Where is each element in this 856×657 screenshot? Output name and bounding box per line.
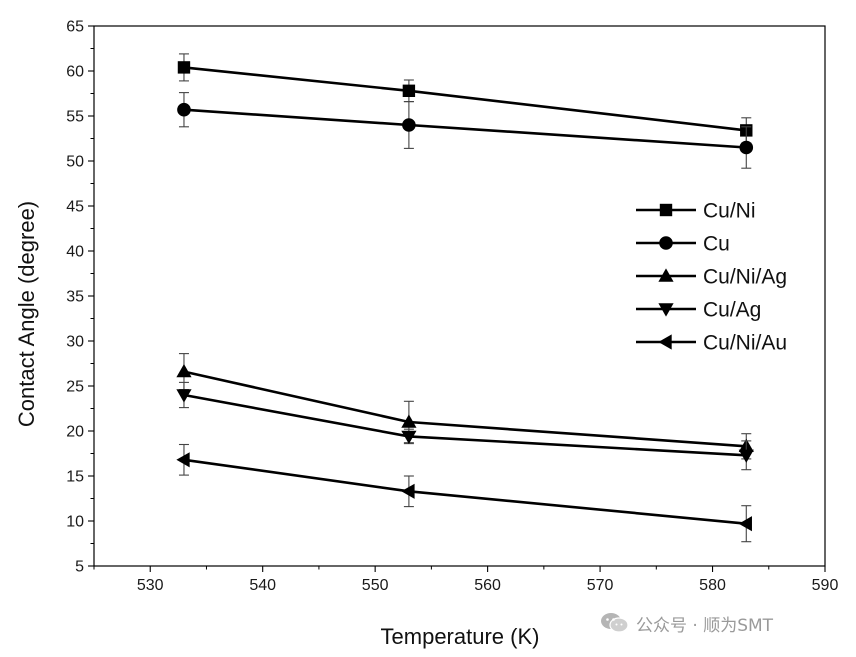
legend: Cu/Ni Cu Cu/Ni/Ag Cu/Ag Cu/Ni/Au — [636, 200, 787, 355]
legend-marker — [659, 203, 673, 217]
y-tick-label: 25 — [66, 379, 84, 396]
data-point — [739, 140, 754, 155]
series-cu-ni-ag — [176, 353, 754, 460]
data-point — [176, 389, 192, 403]
legend-item: Cu/Ni/Ag — [636, 266, 787, 289]
y-tick-label: 50 — [66, 154, 84, 171]
data-point — [401, 430, 417, 444]
data-point — [176, 452, 190, 468]
x-tick-label: 580 — [699, 577, 726, 594]
x-tick-label: 560 — [474, 577, 501, 594]
y-tick-label: 30 — [66, 334, 84, 351]
legend-label: Cu — [703, 233, 730, 256]
x-tick-label: 540 — [249, 577, 276, 594]
data-point — [401, 483, 415, 499]
legend-label: Cu/Ni/Ag — [703, 266, 787, 289]
legend-item: Cu/Ni/Au — [636, 332, 787, 355]
y-tick-label: 65 — [66, 19, 84, 36]
series-line — [183, 458, 747, 525]
x-tick-label: 590 — [812, 577, 839, 594]
y-tick-label: 40 — [66, 244, 84, 261]
series-cu — [177, 92, 754, 169]
y-tick-label: 20 — [66, 424, 84, 441]
y-tick-label: 45 — [66, 199, 84, 216]
y-tick-label: 60 — [66, 64, 84, 81]
watermark-text: 公众号 · 顺为SMT — [636, 615, 774, 636]
legend-marker — [658, 303, 674, 317]
series-layer — [176, 53, 754, 543]
data-point — [738, 516, 752, 532]
series-cu-ag — [176, 381, 754, 471]
y-tick-label: 5 — [75, 559, 84, 576]
data-point — [177, 61, 191, 74]
legend-item: Cu — [636, 233, 730, 256]
plot-frame — [93, 25, 826, 567]
y-tick-label: 10 — [66, 514, 84, 531]
series-line — [183, 370, 747, 448]
axes-layer: 530 540 550 560 570 580 590 5 10 15 20 25 30 35 40 45 50… — [66, 19, 838, 595]
series-cu-ni-au — [176, 443, 752, 543]
data-point — [402, 118, 416, 132]
series-line — [183, 66, 747, 132]
legend-item: Cu/Ag — [636, 299, 761, 322]
y-tick-label: 15 — [66, 469, 84, 486]
y-tick-label: 35 — [66, 289, 84, 306]
legend-label: Cu/Ag — [703, 299, 761, 322]
legend-label: Cu/Ni — [703, 200, 756, 223]
x-tick-label: 550 — [362, 577, 389, 594]
y-axis-title: Contact Angle (degree) — [14, 201, 39, 427]
watermark: 公众号 · 顺为SMT — [600, 608, 840, 638]
x-axis-title: Temperature (K) — [381, 624, 540, 649]
legend-marker — [659, 236, 673, 250]
y-tick-label: 55 — [66, 109, 84, 126]
legend-label: Cu/Ni/Au — [703, 332, 787, 355]
data-point — [738, 449, 754, 463]
data-point — [401, 414, 417, 428]
wechat-icon — [601, 613, 629, 633]
legend-marker — [658, 334, 672, 350]
data-point — [177, 102, 191, 117]
legend-item: Cu/Ni — [636, 200, 756, 223]
legend-marker — [658, 268, 674, 282]
x-tick-label: 530 — [137, 577, 164, 594]
data-point — [176, 364, 192, 378]
series-line — [183, 108, 747, 149]
x-tick-label: 570 — [587, 577, 614, 594]
data-point — [402, 84, 416, 97]
